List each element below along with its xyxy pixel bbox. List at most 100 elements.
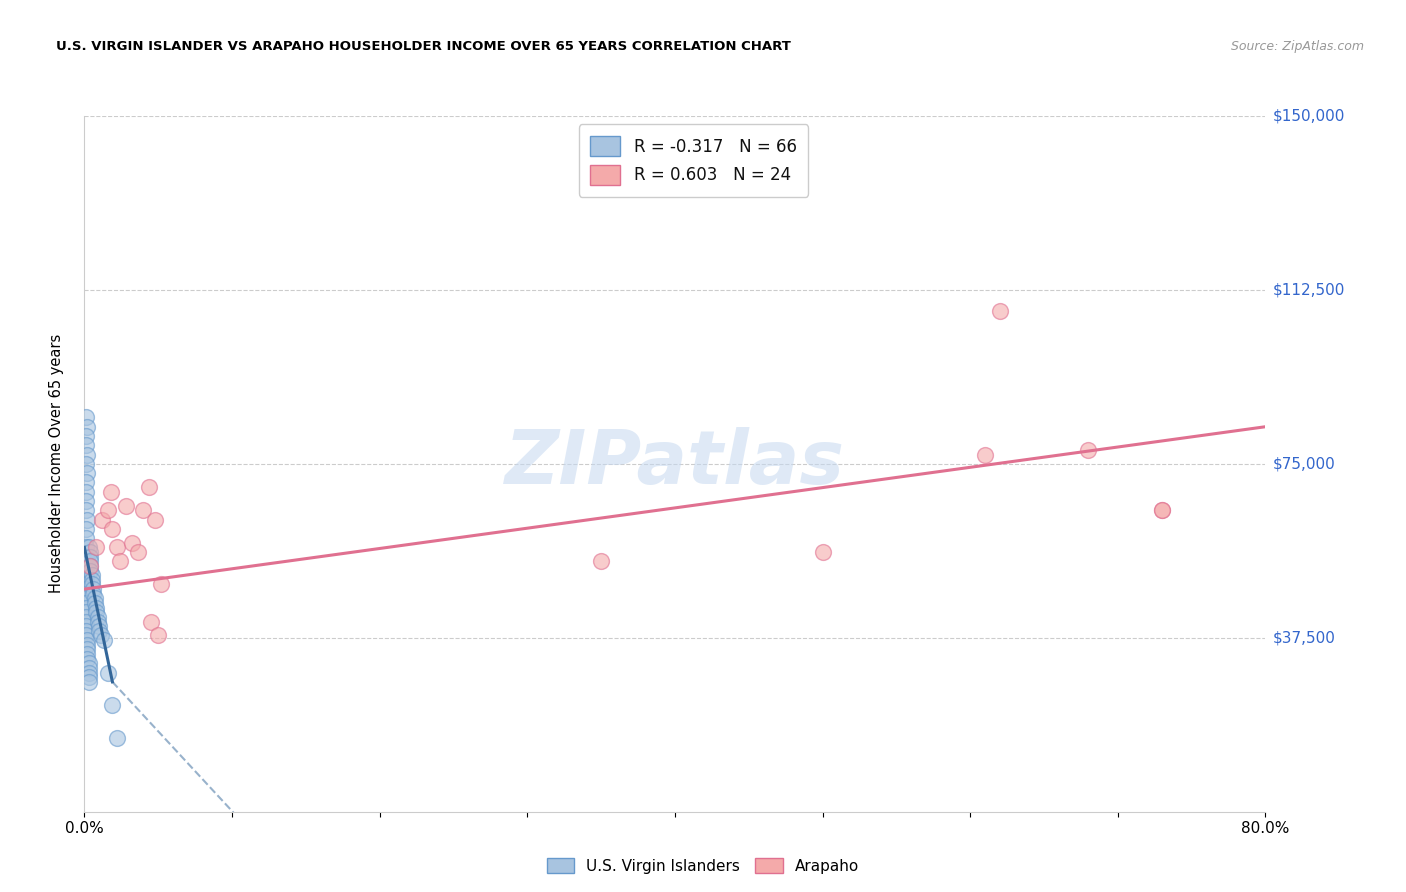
Point bbox=[75, 475, 97, 490]
Point bbox=[77, 665, 100, 680]
Point bbox=[139, 615, 162, 629]
Point bbox=[75, 549, 97, 564]
Point bbox=[75, 564, 97, 578]
Point bbox=[105, 731, 128, 745]
Point bbox=[90, 628, 112, 642]
Point bbox=[75, 577, 97, 591]
Point bbox=[108, 554, 131, 568]
Point bbox=[132, 503, 155, 517]
Point bbox=[75, 605, 97, 619]
Text: U.S. VIRGIN ISLANDER VS ARAPAHO HOUSEHOLDER INCOME OVER 65 YEARS CORRELATION CHA: U.S. VIRGIN ISLANDER VS ARAPAHO HOUSEHOL… bbox=[56, 40, 792, 54]
Point bbox=[75, 582, 97, 596]
Point bbox=[77, 674, 100, 689]
Point bbox=[75, 591, 97, 606]
Point bbox=[101, 522, 124, 536]
Point bbox=[127, 545, 149, 559]
Point bbox=[150, 577, 173, 591]
Point bbox=[76, 558, 98, 573]
Point bbox=[91, 512, 114, 526]
Point bbox=[811, 545, 834, 559]
Point bbox=[77, 541, 100, 555]
Point bbox=[79, 549, 101, 564]
Point bbox=[76, 651, 98, 665]
Point bbox=[76, 638, 98, 652]
Point bbox=[79, 558, 101, 573]
Point bbox=[79, 558, 101, 573]
Point bbox=[76, 466, 98, 480]
Point bbox=[79, 545, 101, 559]
Point bbox=[97, 503, 120, 517]
Point bbox=[75, 484, 97, 499]
Point bbox=[84, 600, 107, 615]
Point bbox=[93, 633, 115, 648]
Text: Source: ZipAtlas.com: Source: ZipAtlas.com bbox=[1230, 40, 1364, 54]
Point bbox=[75, 494, 97, 508]
Point bbox=[97, 665, 120, 680]
Text: $75,000: $75,000 bbox=[1272, 457, 1336, 471]
Point bbox=[80, 577, 103, 591]
Point bbox=[84, 541, 107, 555]
Point bbox=[76, 647, 98, 661]
Point bbox=[87, 619, 111, 633]
Point bbox=[82, 582, 104, 596]
Point bbox=[75, 624, 97, 638]
Point bbox=[75, 438, 97, 452]
Point bbox=[80, 573, 103, 587]
Point bbox=[79, 554, 101, 568]
Point bbox=[75, 531, 97, 545]
Point bbox=[76, 633, 98, 648]
Point bbox=[77, 661, 100, 675]
Point bbox=[75, 596, 97, 610]
Point bbox=[75, 457, 97, 471]
Point bbox=[1150, 503, 1173, 517]
Point bbox=[148, 628, 170, 642]
Point bbox=[77, 657, 100, 671]
Point bbox=[114, 499, 136, 513]
Point bbox=[77, 670, 100, 684]
Point bbox=[138, 480, 160, 494]
Text: $112,500: $112,500 bbox=[1272, 283, 1344, 297]
Text: $37,500: $37,500 bbox=[1272, 631, 1336, 645]
Point bbox=[75, 522, 97, 536]
Point bbox=[76, 419, 98, 434]
Point bbox=[121, 535, 143, 549]
Point bbox=[75, 568, 97, 582]
Point bbox=[591, 554, 613, 568]
Point bbox=[1077, 442, 1099, 457]
Point bbox=[75, 541, 97, 555]
Point bbox=[75, 628, 97, 642]
Point bbox=[75, 615, 97, 629]
Point bbox=[143, 512, 166, 526]
Point bbox=[101, 698, 124, 712]
Point bbox=[100, 484, 122, 499]
Point bbox=[988, 303, 1011, 318]
Point bbox=[86, 610, 108, 624]
Point bbox=[76, 448, 98, 462]
Point bbox=[75, 600, 97, 615]
Point bbox=[87, 624, 111, 638]
Point bbox=[75, 587, 97, 601]
Point bbox=[1150, 503, 1173, 517]
Point bbox=[75, 429, 97, 443]
Point bbox=[105, 541, 128, 555]
Point bbox=[76, 642, 98, 657]
Point bbox=[76, 512, 98, 526]
Point bbox=[83, 591, 105, 606]
Point bbox=[83, 596, 105, 610]
Legend: R = -0.317   N = 66, R = 0.603   N = 24: R = -0.317 N = 66, R = 0.603 N = 24 bbox=[579, 124, 808, 196]
Point bbox=[86, 615, 108, 629]
Point bbox=[80, 568, 103, 582]
Point bbox=[84, 605, 107, 619]
Point bbox=[82, 587, 104, 601]
Text: ZIPatlas: ZIPatlas bbox=[505, 427, 845, 500]
Point bbox=[75, 410, 97, 425]
Y-axis label: Householder Income Over 65 years: Householder Income Over 65 years bbox=[49, 334, 63, 593]
Point bbox=[75, 503, 97, 517]
Point bbox=[75, 619, 97, 633]
Text: $150,000: $150,000 bbox=[1272, 109, 1344, 123]
Legend: U.S. Virgin Islanders, Arapaho: U.S. Virgin Islanders, Arapaho bbox=[540, 852, 866, 880]
Point bbox=[79, 564, 101, 578]
Point bbox=[75, 573, 97, 587]
Point bbox=[973, 448, 995, 462]
Point bbox=[75, 610, 97, 624]
